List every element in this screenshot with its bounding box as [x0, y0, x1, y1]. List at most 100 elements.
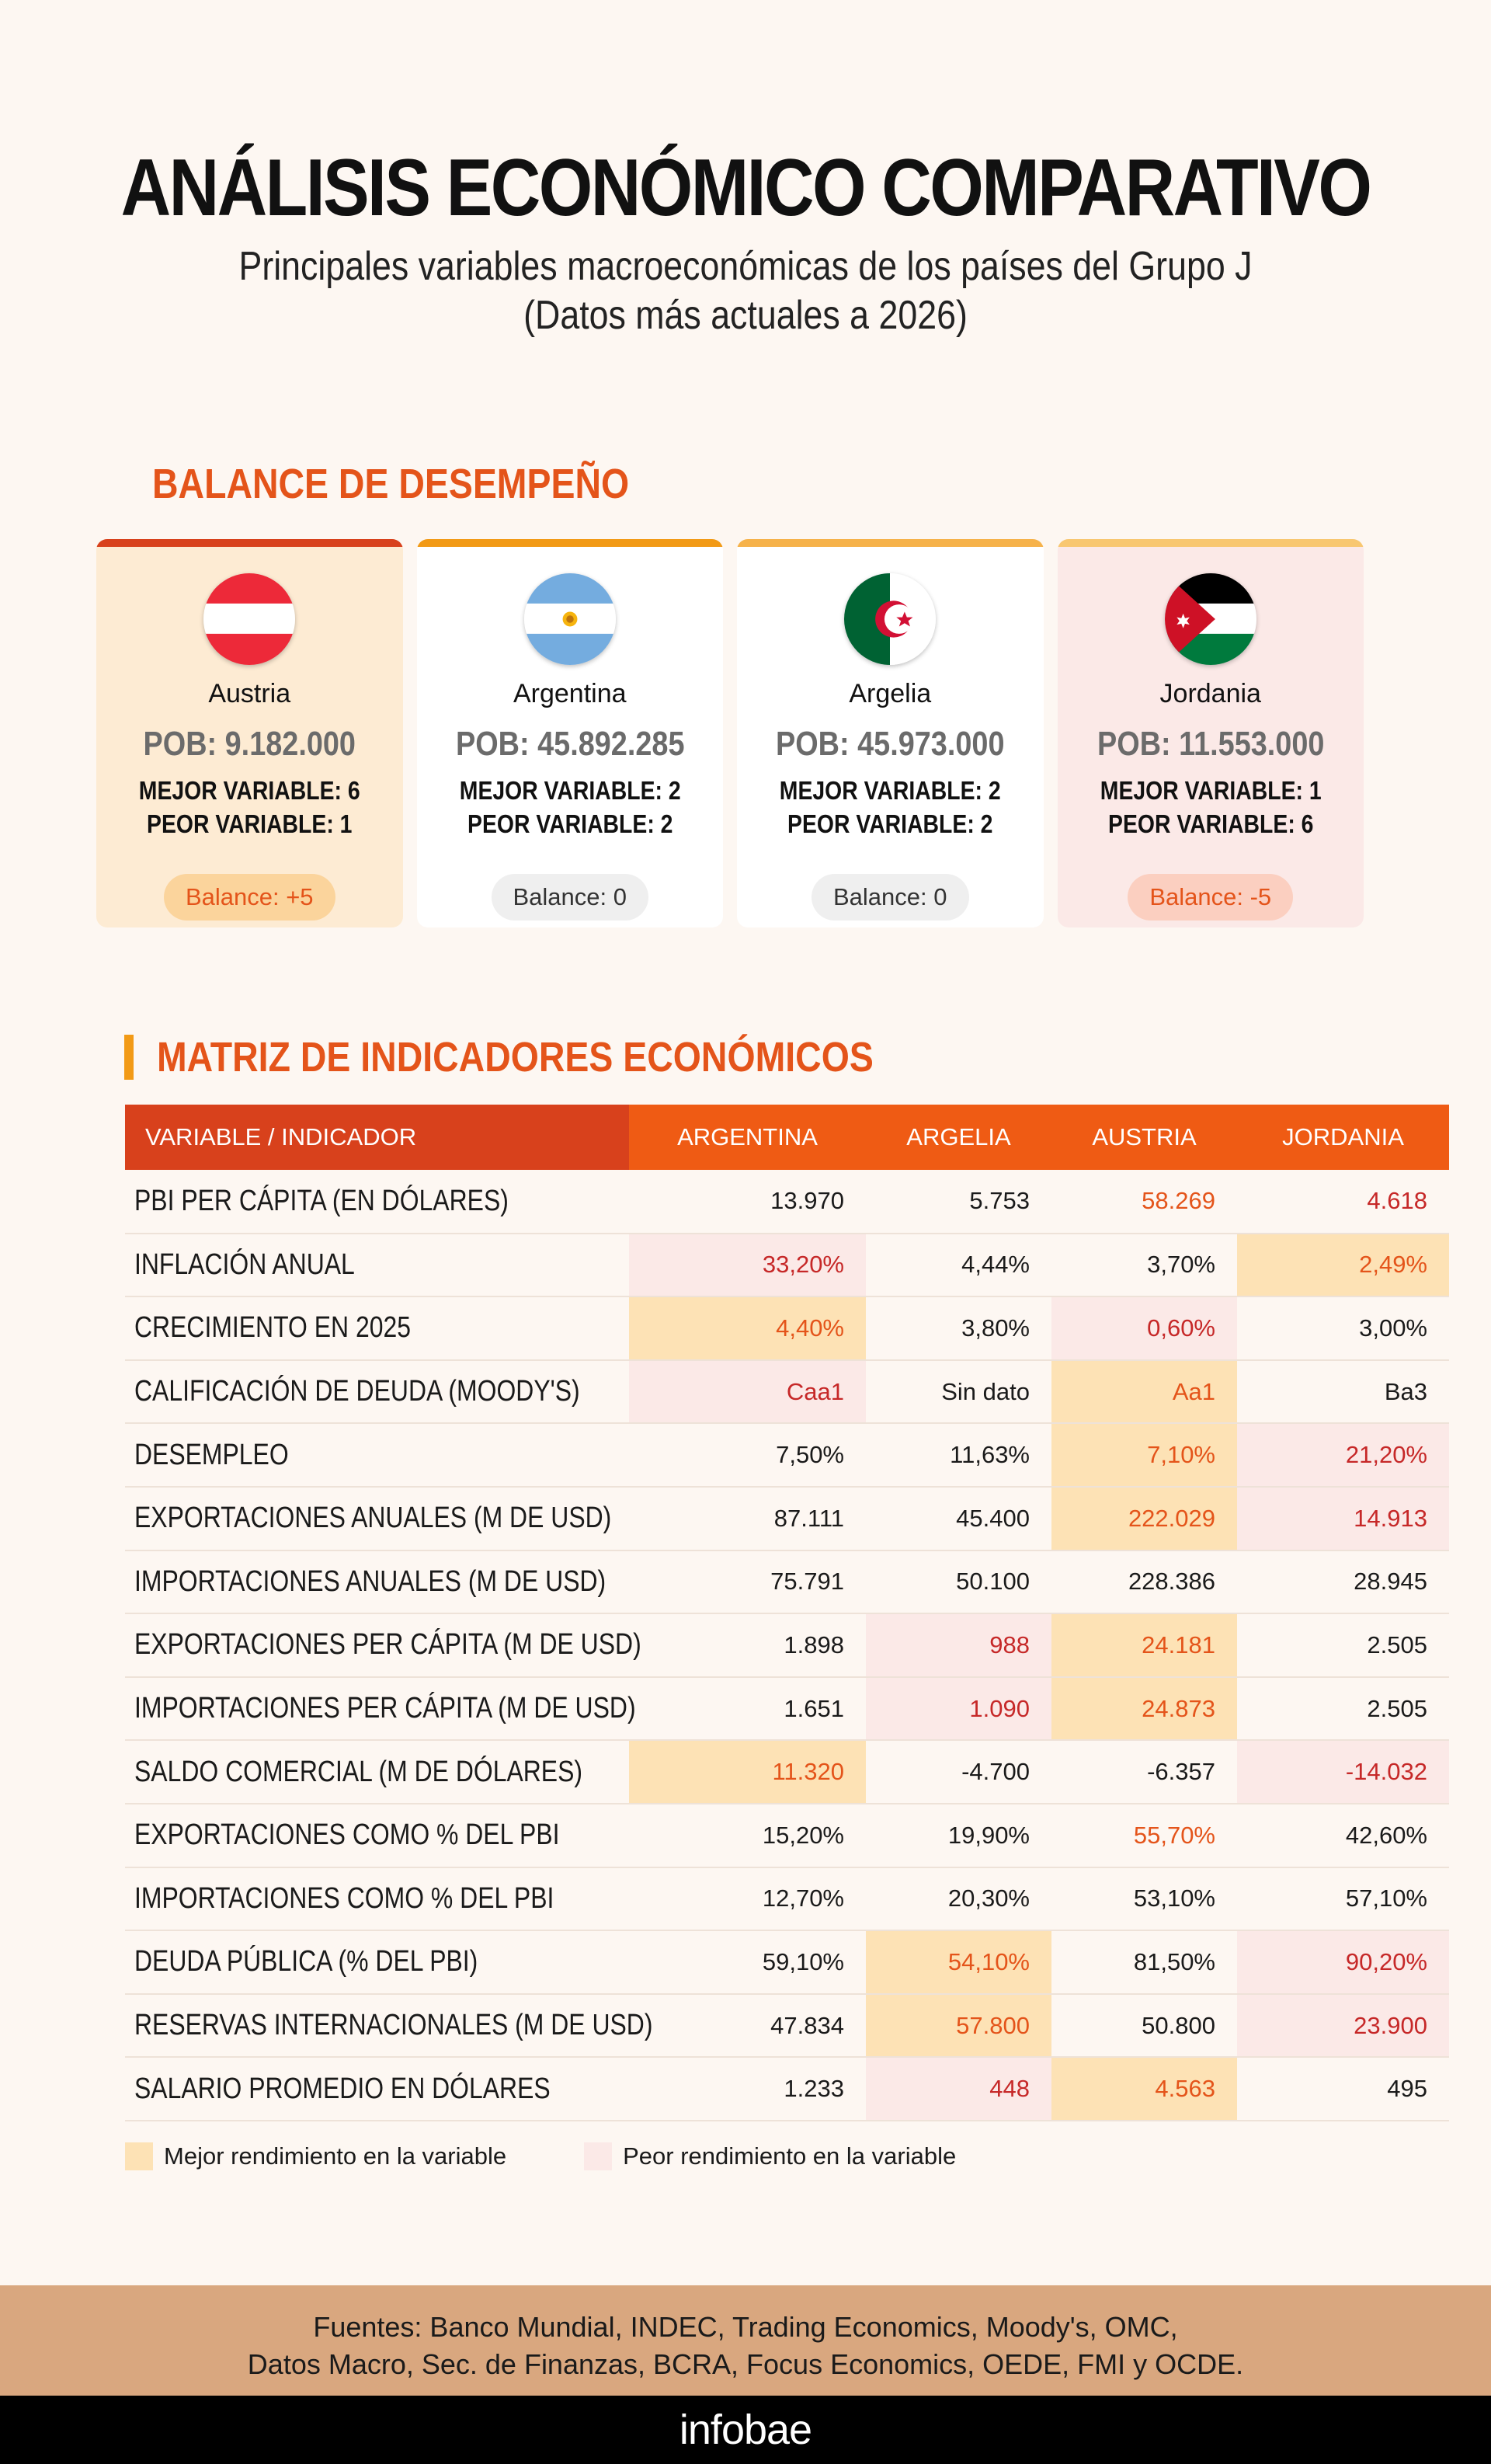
- cell-jordania: 2.505: [1237, 1613, 1449, 1678]
- cell-jordania: 495: [1237, 2057, 1449, 2121]
- legend-best-label: Mejor rendimiento en la variable: [164, 2142, 507, 2170]
- variable-counts: MEJOR VARIABLE: 1 PEOR VARIABLE: 6: [1079, 774, 1342, 841]
- indicator-label-text: IMPORTACIONES COMO % DEL PBI: [134, 1881, 554, 1915]
- cell-austria: 228.386: [1051, 1550, 1237, 1615]
- cell-argentina: 13.970: [629, 1170, 866, 1234]
- table-body: PBI PER CÁPITA (EN DÓLARES) 13.970 5.753 58…: [125, 1170, 1449, 2121]
- country-name: Argelia: [849, 679, 932, 708]
- country-name: Argentina: [513, 679, 627, 708]
- header-argentina: ARGENTINA: [629, 1105, 866, 1170]
- indicator-label-text: DEUDA PÚBLICA (% DEL PBI): [134, 1945, 478, 1979]
- indicator-label: IMPORTACIONES COMO % DEL PBI: [125, 1867, 629, 1932]
- cell-austria: 50.800: [1051, 1993, 1237, 2059]
- indicator-label: SALARIO PROMEDIO EN DÓLARES: [125, 2057, 629, 2121]
- cell-jordania: 42,60%: [1237, 1803, 1449, 1868]
- cell-argentina: 4,40%: [629, 1296, 866, 1361]
- cell-austria: 81,50%: [1051, 1930, 1237, 1995]
- cell-argentina: 1.233: [629, 2057, 866, 2121]
- population: POB: 45.892.285: [455, 725, 684, 763]
- table-header-row: VARIABLE / INDICADOR ARGENTINA ARGELIA A…: [125, 1105, 1449, 1170]
- legend-best-swatch: [125, 2142, 153, 2170]
- cell-jordania: 23.900: [1237, 1993, 1449, 2059]
- population: POB: 11.553.000: [1097, 725, 1324, 763]
- sources-footer: Fuentes: Banco Mundial, INDEC, Trading E…: [0, 2285, 1491, 2396]
- variable-counts: MEJOR VARIABLE: 6 PEOR VARIABLE: 1: [118, 774, 381, 841]
- country-card-argelia: Argelia POB: 45.973.000 MEJOR VARIABLE: …: [737, 539, 1044, 927]
- indicator-label-text: IMPORTACIONES ANUALES (M DE USD): [134, 1564, 606, 1598]
- balance-section-title: BALANCE DE DESEMPEÑO: [152, 461, 630, 507]
- indicator-label: IMPORTACIONES PER CÁPITA (M DE USD): [125, 1676, 636, 1742]
- country-card-austria: Austria POB: 9.182.000 MEJOR VARIABLE: 6…: [96, 539, 403, 927]
- cell-argelia: 11,63%: [866, 1423, 1051, 1488]
- cell-argentina: 87.111: [629, 1486, 866, 1551]
- cell-jordania: 2,49%: [1237, 1233, 1449, 1298]
- legend-best: Mejor rendimiento en la variable: [125, 2142, 506, 2170]
- table-row: SALARIO PROMEDIO EN DÓLARES 1.233 448 4.563…: [125, 2057, 1449, 2121]
- cell-argelia: 1.090: [866, 1676, 1051, 1742]
- cell-argentina: 11.320: [629, 1740, 866, 1804]
- legend: Mejor rendimiento en la variable Peor re…: [125, 2142, 1034, 2170]
- cell-austria: 7,10%: [1051, 1423, 1237, 1488]
- cell-jordania: 90,20%: [1237, 1930, 1449, 1995]
- best-variable-count: MEJOR VARIABLE: 1: [1100, 776, 1322, 805]
- legend-worst: Peor rendimiento en la variable: [584, 2142, 956, 2170]
- cell-argentina: 59,10%: [629, 1930, 866, 1995]
- balance-badge: Balance: -5: [1128, 873, 1294, 921]
- indicator-label: EXPORTACIONES COMO % DEL PBI: [125, 1803, 629, 1868]
- cell-argentina: 15,20%: [629, 1803, 866, 1868]
- indicator-label-text: SALARIO PROMEDIO EN DÓLARES: [134, 2072, 551, 2105]
- indicator-label: EXPORTACIONES ANUALES (M DE USD): [125, 1486, 629, 1551]
- indicator-label-text: EXPORTACIONES ANUALES (M DE USD): [134, 1502, 612, 1535]
- cell-argentina: 1.651: [629, 1676, 866, 1742]
- indicator-label: PBI PER CÁPITA (EN DÓLARES): [125, 1170, 629, 1234]
- austria-flag-icon: [203, 573, 296, 665]
- table-row: IMPORTACIONES ANUALES (M DE USD) 75.791 50…: [125, 1550, 1449, 1615]
- population: POB: 9.182.000: [143, 725, 356, 763]
- matrix-section-title: MATRIZ DE INDICADORES ECONÓMICOS: [124, 1034, 990, 1081]
- cell-argelia: 54,10%: [866, 1930, 1051, 1995]
- page-title: ANÁLISIS ECONÓMICO COMPARATIVO: [120, 143, 1372, 233]
- subtitle-line-1: Principales variables macroeconómicas de…: [238, 244, 1253, 289]
- indicator-label-text: CALIFICACIÓN DE DEUDA (MOODY'S): [134, 1375, 580, 1408]
- page-subtitle: Principales variables macroeconómicas de…: [104, 242, 1386, 341]
- population: POB: 45.973.000: [775, 725, 1005, 763]
- indicator-label: SALDO COMERCIAL (M DE DÓLARES): [125, 1740, 629, 1804]
- legend-worst-label: Peor rendimiento en la variable: [623, 2142, 957, 2170]
- cell-austria: 24.873: [1051, 1676, 1237, 1742]
- indicator-label-text: EXPORTACIONES PER CÁPITA (M DE USD): [134, 1628, 641, 1662]
- table-row: CALIFICACIÓN DE DEUDA (MOODY'S) Caa1 Sin d…: [125, 1359, 1449, 1425]
- country-card-jordania: Jordania POB: 11.553.000 MEJOR VARIABLE:…: [1057, 539, 1364, 927]
- balance-cards: Austria POB: 9.182.000 MEJOR VARIABLE: 6…: [96, 539, 1364, 927]
- cell-austria: 222.029: [1051, 1486, 1237, 1551]
- indicator-label-text: SALDO COMERCIAL (M DE DÓLARES): [134, 1755, 583, 1788]
- indicator-label-text: INFLACIÓN ANUAL: [134, 1248, 355, 1281]
- cell-argelia: 45.400: [866, 1486, 1051, 1551]
- cell-argelia: 448: [866, 2057, 1051, 2121]
- cell-argelia: 19,90%: [866, 1803, 1051, 1868]
- cell-austria: 4.563: [1051, 2057, 1237, 2121]
- table-row: RESERVAS INTERNACIONALES (M DE USD) 47.83…: [125, 1993, 1449, 2059]
- cell-argelia: 50.100: [866, 1550, 1051, 1615]
- country-name: Jordania: [1159, 679, 1261, 708]
- cell-jordania: 21,20%: [1237, 1423, 1449, 1488]
- indicator-label-text: CRECIMIENTO EN 2025: [134, 1311, 411, 1345]
- variable-counts: MEJOR VARIABLE: 2 PEOR VARIABLE: 2: [438, 774, 701, 841]
- table-row: IMPORTACIONES COMO % DEL PBI 12,70% 20,30%…: [125, 1867, 1449, 1932]
- section-accent-bar: [124, 1035, 134, 1080]
- header-argelia: ARGELIA: [866, 1105, 1051, 1170]
- variable-counts: MEJOR VARIABLE: 2 PEOR VARIABLE: 2: [759, 774, 1022, 841]
- indicator-label-text: PBI PER CÁPITA (EN DÓLARES): [134, 1184, 509, 1217]
- cell-argelia: 988: [866, 1613, 1051, 1678]
- cell-austria: 53,10%: [1051, 1867, 1237, 1932]
- worst-variable-count: PEOR VARIABLE: 1: [147, 809, 353, 838]
- cell-argelia: 20,30%: [866, 1867, 1051, 1932]
- indicator-label: DEUDA PÚBLICA (% DEL PBI): [125, 1930, 629, 1995]
- card-accent-bar: [416, 539, 723, 547]
- cell-jordania: 14.913: [1237, 1486, 1449, 1551]
- cell-argelia: Sin dato: [866, 1359, 1051, 1425]
- indicator-label-text: IMPORTACIONES PER CÁPITA (M DE USD): [134, 1692, 636, 1725]
- cell-argentina: 1.898: [629, 1613, 866, 1678]
- cell-jordania: -14.032: [1237, 1740, 1449, 1804]
- cell-austria: 58.269: [1051, 1170, 1237, 1234]
- country-card-argentina: Argentina POB: 45.892.285 MEJOR VARIABLE…: [416, 539, 723, 927]
